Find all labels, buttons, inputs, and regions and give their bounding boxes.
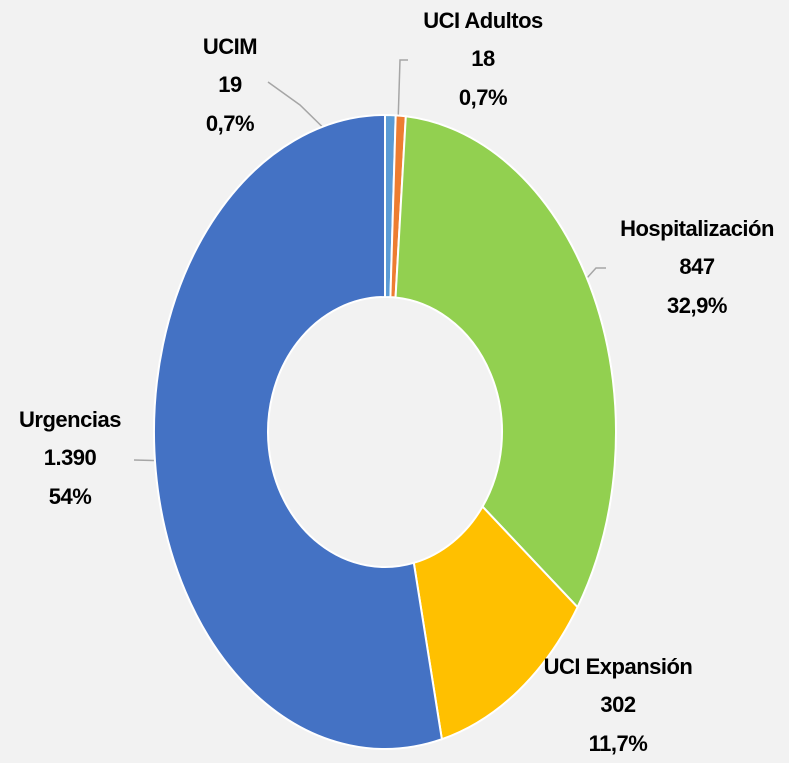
donut-slice (412, 504, 579, 741)
category-label: UCI Expansión (544, 654, 693, 679)
percent-label: 0,7% (459, 85, 507, 110)
value-label: 19 (218, 72, 242, 97)
category-label: Hospitalización (620, 216, 774, 241)
percent-label: 0,7% (206, 111, 254, 136)
value-label: 18 (471, 46, 495, 71)
category-label: UCIM (203, 34, 257, 59)
percent-label: 32,9% (667, 293, 727, 318)
value-label: 1.390 (44, 445, 97, 470)
percent-label: 11,7% (589, 731, 648, 756)
donut-slice (394, 115, 617, 609)
value-label: 847 (679, 254, 714, 279)
category-label: UCI Adultos (423, 8, 543, 33)
category-label: Urgencias (19, 407, 121, 432)
value-label: 302 (600, 692, 635, 717)
percent-label: 54% (49, 484, 92, 509)
donut-slice (153, 113, 443, 750)
